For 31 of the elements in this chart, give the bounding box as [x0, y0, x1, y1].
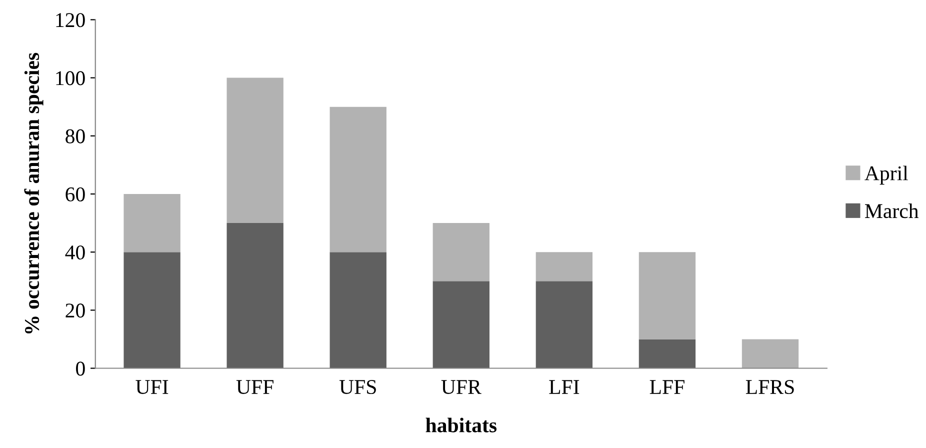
y-tick-label: 0	[76, 362, 85, 376]
y-tick-label: 100	[56, 71, 85, 86]
y-tick-label: 120	[56, 13, 85, 28]
legend-label: April	[864, 166, 908, 185]
bar	[432, 223, 490, 282]
bar	[432, 281, 490, 368]
bar	[536, 252, 593, 282]
y-tick-label: 40	[65, 245, 85, 260]
y-tick-label: 60	[66, 187, 85, 202]
legend-label: March	[865, 203, 919, 218]
x-tick-label: UFF	[236, 380, 274, 394]
x-tick-label: UFR	[441, 380, 482, 394]
bar	[226, 223, 284, 368]
bar	[330, 106, 386, 252]
bar	[638, 339, 696, 368]
x-tick-label: LFRS	[746, 380, 794, 394]
bar	[124, 252, 180, 368]
bar	[124, 194, 180, 252]
bar	[536, 281, 593, 368]
bar	[638, 252, 696, 340]
x-tick-label: UFS	[339, 380, 376, 394]
x-tick-label: LFI	[549, 380, 580, 394]
x-axis-title: habitats	[426, 418, 497, 432]
bar	[742, 339, 799, 368]
y-tick-label: 80	[66, 129, 85, 144]
x-tick-label: UFI	[136, 380, 168, 394]
bar	[330, 252, 386, 368]
bar	[226, 78, 284, 224]
x-tick-label: LFF	[650, 380, 684, 394]
y-axis-title: % occurrence of anuran species	[24, 52, 44, 334]
y-tick-label: 20	[66, 304, 85, 318]
